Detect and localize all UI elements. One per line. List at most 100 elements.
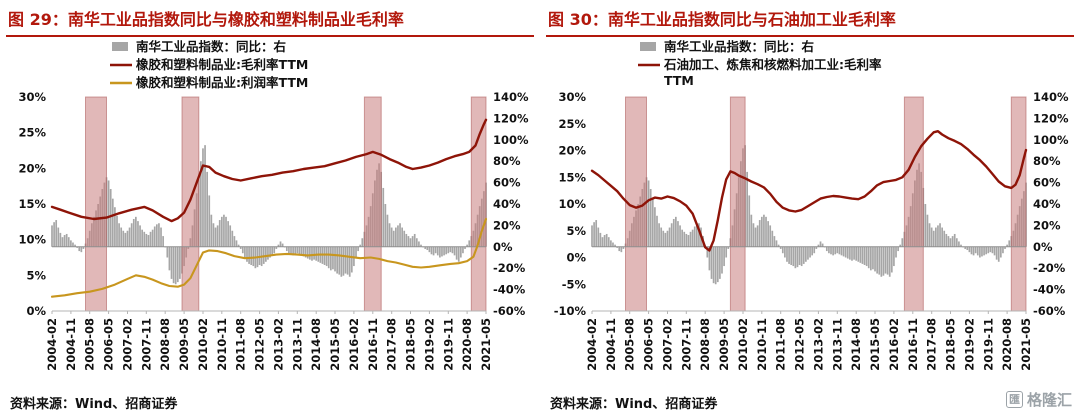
- svg-text:2016-11: 2016-11: [906, 318, 920, 371]
- svg-text:30%: 30%: [558, 90, 586, 104]
- svg-text:0%: 0%: [493, 240, 513, 254]
- svg-text:20%: 20%: [493, 218, 521, 232]
- svg-text:5%: 5%: [26, 268, 46, 282]
- svg-text:2019-02: 2019-02: [422, 318, 436, 371]
- svg-text:10%: 10%: [558, 197, 586, 211]
- svg-text:100%: 100%: [1033, 133, 1069, 147]
- gelonghui-logo: 匯 格隆汇: [1005, 389, 1072, 410]
- svg-text:60%: 60%: [1033, 176, 1061, 190]
- figure-30-panel: 图 30：南华工业品指数同比与石油加工业毛利率 30% 25% 20% 15% 10% 5…: [540, 0, 1080, 414]
- svg-text:2012-05: 2012-05: [793, 318, 807, 371]
- svg-text:2011-08: 2011-08: [774, 318, 788, 371]
- svg-text:2015-05: 2015-05: [328, 318, 342, 371]
- svg-text:15%: 15%: [558, 170, 586, 184]
- svg-text:2013-02: 2013-02: [271, 318, 285, 371]
- svg-text:0%: 0%: [26, 304, 46, 318]
- legend-label: 石油加工、炼焦和核燃料加工业:毛利率: [663, 57, 882, 72]
- svg-text:2004-11: 2004-11: [64, 318, 78, 371]
- svg-text:-60%: -60%: [1033, 304, 1066, 318]
- svg-text:25%: 25%: [18, 126, 46, 140]
- svg-text:2019-11: 2019-11: [981, 318, 995, 371]
- svg-text:2010-02: 2010-02: [736, 318, 750, 371]
- svg-text:2016-02: 2016-02: [347, 318, 361, 371]
- svg-text:100%: 100%: [493, 133, 529, 147]
- legend-label: TTM: [664, 73, 694, 88]
- figure-29-chart: 30% 25% 20% 15% 10% 5% 0% 140% 120% 100% 80% 60% 40%…: [18, 39, 529, 371]
- svg-text:30%: 30%: [18, 90, 46, 104]
- svg-text:2020-08: 2020-08: [1000, 318, 1014, 371]
- svg-text:-40%: -40%: [1033, 283, 1066, 297]
- svg-text:2013-11: 2013-11: [290, 318, 304, 371]
- svg-text:2019-02: 2019-02: [962, 318, 976, 371]
- svg-text:120%: 120%: [1033, 111, 1069, 125]
- svg-text:60%: 60%: [493, 176, 521, 190]
- svg-text:2010-11: 2010-11: [215, 318, 229, 371]
- figure-29-panel: 图 29：南华工业品指数同比与橡胶和塑料制品业毛利率 30% 25% 20% 15% 1…: [6, 10, 534, 412]
- svg-text:25%: 25%: [558, 117, 586, 131]
- legend-label: 南华工业品指数：同比：右: [664, 39, 814, 54]
- svg-text:-40%: -40%: [493, 283, 526, 297]
- svg-text:2007-02: 2007-02: [661, 318, 675, 371]
- svg-text:2007-11: 2007-11: [679, 318, 693, 371]
- svg-text:2005-08: 2005-08: [83, 318, 97, 371]
- svg-text:20%: 20%: [18, 161, 46, 175]
- svg-text:-20%: -20%: [1033, 261, 1066, 275]
- svg-text:2017-08: 2017-08: [385, 318, 399, 371]
- svg-text:2013-02: 2013-02: [811, 318, 825, 371]
- legend-bar-swatch: [112, 42, 128, 51]
- svg-text:80%: 80%: [493, 154, 521, 168]
- svg-text:15%: 15%: [18, 197, 46, 211]
- gelonghui-logo-icon: 匯: [1005, 391, 1023, 408]
- svg-text:2014-08: 2014-08: [849, 318, 863, 371]
- svg-text:20%: 20%: [1033, 218, 1061, 232]
- svg-text:-5%: -5%: [562, 277, 587, 291]
- svg-text:2017-08: 2017-08: [925, 318, 939, 371]
- svg-text:10%: 10%: [18, 233, 46, 247]
- svg-text:2004-02: 2004-02: [585, 318, 599, 371]
- svg-text:2016-11: 2016-11: [366, 318, 380, 371]
- line-series-line_red: [50, 118, 488, 223]
- svg-text:2007-02: 2007-02: [121, 318, 135, 371]
- legend-label: 南华工业品指数：同比：右: [136, 39, 286, 54]
- svg-text:-60%: -60%: [493, 304, 526, 318]
- svg-text:2020-08: 2020-08: [460, 318, 474, 371]
- svg-text:120%: 120%: [493, 111, 529, 125]
- svg-text:2021-05: 2021-05: [1019, 318, 1033, 371]
- line-series-line_red: [590, 129, 1028, 252]
- svg-text:2009-05: 2009-05: [717, 318, 731, 371]
- bar-series: [591, 145, 1027, 285]
- highlight-bands: [85, 96, 487, 312]
- svg-text:2008-08: 2008-08: [158, 318, 172, 371]
- svg-text:40%: 40%: [1033, 197, 1061, 211]
- svg-text:0%: 0%: [566, 251, 586, 265]
- svg-text:140%: 140%: [493, 90, 529, 104]
- svg-text:-10%: -10%: [554, 304, 587, 318]
- svg-text:-20%: -20%: [493, 261, 526, 275]
- svg-text:2011-08: 2011-08: [234, 318, 248, 371]
- svg-text:2009-05: 2009-05: [177, 318, 191, 371]
- svg-text:40%: 40%: [493, 197, 521, 211]
- figure-30-title: 图 30：南华工业品指数同比与石油加工业毛利率: [546, 4, 1074, 37]
- source-note: 资料来源：Wind、招商证券: [10, 397, 178, 412]
- svg-text:2006-05: 2006-05: [102, 318, 116, 371]
- figure-30-chart: 30% 25% 20% 15% 10% 5% 0% -5% -10% 140% 120% 100% 80…: [554, 39, 1069, 371]
- legend-label: 橡胶和塑料制品业:毛利率TTM: [136, 57, 308, 72]
- gelonghui-logo-text: 格隆汇: [1026, 391, 1072, 409]
- svg-text:140%: 140%: [1033, 90, 1069, 104]
- svg-text:2015-05: 2015-05: [868, 318, 882, 371]
- svg-text:2010-11: 2010-11: [755, 318, 769, 371]
- svg-text:80%: 80%: [1033, 154, 1061, 168]
- svg-text:2007-11: 2007-11: [139, 318, 153, 371]
- legend-bar-swatch: [640, 42, 656, 51]
- svg-text:2012-05: 2012-05: [253, 318, 267, 371]
- source-note: 资料来源：Wind、招商证券: [550, 397, 718, 412]
- svg-text:2004-02: 2004-02: [45, 318, 59, 371]
- svg-text:20%: 20%: [558, 144, 586, 158]
- legend-label: 橡胶和塑料制品业:利润率TTM: [136, 75, 308, 90]
- svg-text:5%: 5%: [566, 224, 586, 238]
- svg-text:2004-11: 2004-11: [604, 318, 618, 371]
- svg-text:2014-08: 2014-08: [309, 318, 323, 371]
- svg-text:2010-02: 2010-02: [196, 318, 210, 371]
- svg-text:2016-02: 2016-02: [887, 318, 901, 371]
